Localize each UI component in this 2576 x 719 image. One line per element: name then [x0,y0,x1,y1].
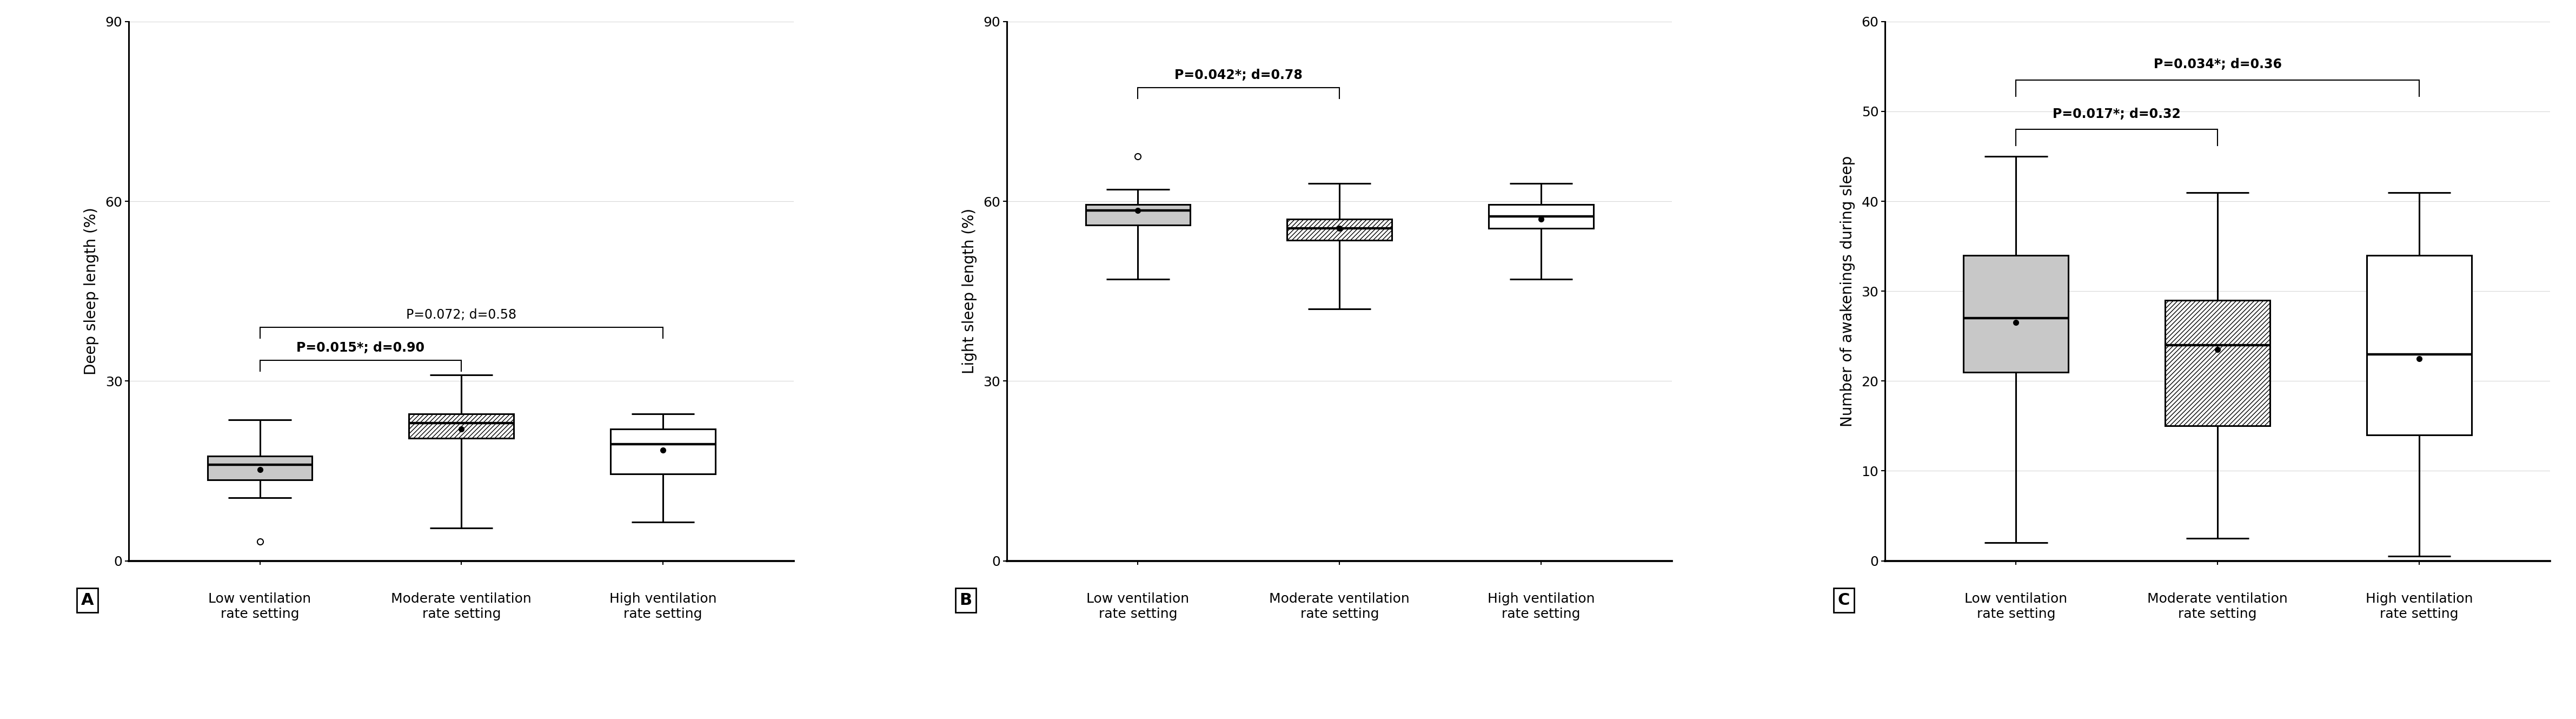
Bar [611,429,716,474]
Text: Low ventilation
rate setting: Low ventilation rate setting [209,592,312,620]
Text: C: C [1837,592,1850,608]
Text: Moderate ventilation
rate setting: Moderate ventilation rate setting [2148,592,2287,620]
Text: B: B [958,592,971,608]
Y-axis label: Deep sleep length (%): Deep sleep length (%) [85,207,98,375]
Text: P=0.034*; d=0.36: P=0.034*; d=0.36 [2154,58,2282,71]
Bar [1288,219,1391,240]
Text: Low ventilation
rate setting: Low ventilation rate setting [1087,592,1190,620]
Bar [2166,301,2269,426]
Bar [1489,204,1595,229]
Text: Moderate ventilation
rate setting: Moderate ventilation rate setting [1270,592,1409,620]
Text: A: A [80,592,93,608]
Text: P=0.017*; d=0.32: P=0.017*; d=0.32 [2053,107,2182,121]
Text: High ventilation
rate setting: High ventilation rate setting [611,592,716,620]
Text: P=0.042*; d=0.78: P=0.042*; d=0.78 [1175,68,1303,81]
Bar [1963,255,2069,372]
Text: Low ventilation
rate setting: Low ventilation rate setting [1965,592,2069,620]
Text: High ventilation
rate setting: High ventilation rate setting [2365,592,2473,620]
Y-axis label: Light sleep length (%): Light sleep length (%) [963,209,976,374]
Y-axis label: Number of awakenings during sleep: Number of awakenings during sleep [1839,155,1855,427]
Bar [410,414,513,438]
Bar [209,456,312,480]
Text: Moderate ventilation
rate setting: Moderate ventilation rate setting [392,592,531,620]
Bar [2367,255,2470,435]
Text: P=0.015*; d=0.90: P=0.015*; d=0.90 [296,341,425,354]
Text: High ventilation
rate setting: High ventilation rate setting [1486,592,1595,620]
Text: P=0.072; d=0.58: P=0.072; d=0.58 [407,308,518,321]
Bar [1084,204,1190,225]
